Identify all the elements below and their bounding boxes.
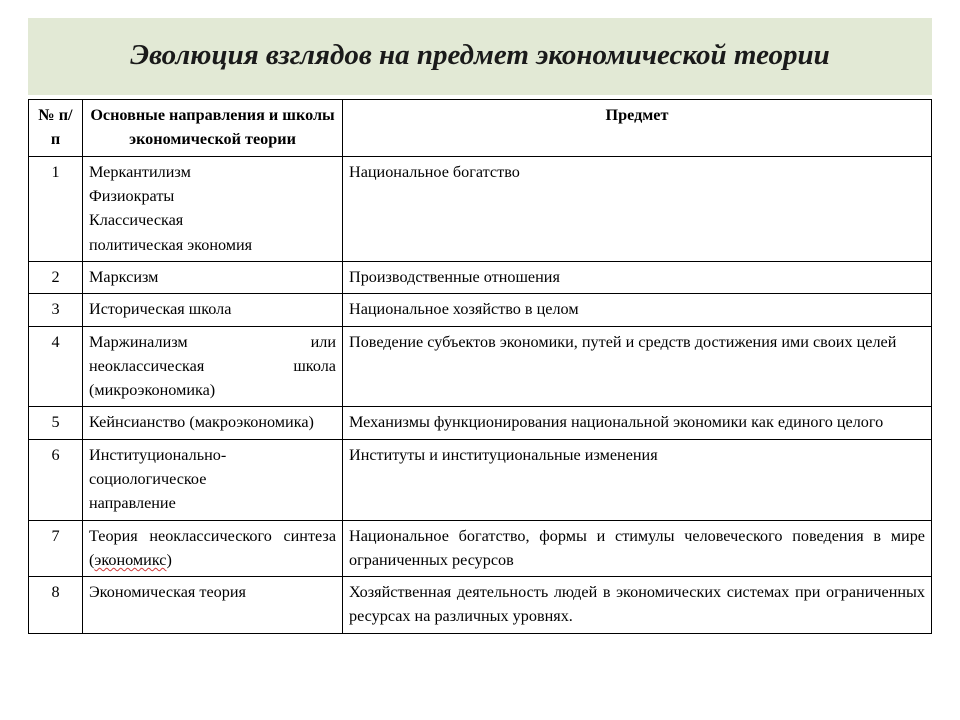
subject-cell: Поведение субъектов экономики, путей и с… bbox=[343, 326, 932, 407]
school-cell: МеркантилизмФизиократыКлассическаяполити… bbox=[83, 156, 343, 261]
title-band: Эволюция взглядов на предмет экономическ… bbox=[28, 18, 932, 95]
table-head: № п/п Основные направления и школы эконо… bbox=[29, 100, 932, 157]
school-cell: Экономическая теория bbox=[83, 577, 343, 634]
table-row: 4Маржинализм или неоклассическая школа (… bbox=[29, 326, 932, 407]
table-row: 2МарксизмПроизводственные отношения bbox=[29, 261, 932, 293]
subject-cell: Национальное богатство bbox=[343, 156, 932, 261]
subject-cell: Национальное хозяйство в целом bbox=[343, 294, 932, 326]
subject-cell: Производственные отношения bbox=[343, 261, 932, 293]
table-row: 6Институционально-социологическоенаправл… bbox=[29, 439, 932, 520]
school-cell: Марксизм bbox=[83, 261, 343, 293]
table-row: 3Историческая школаНациональное хозяйств… bbox=[29, 294, 932, 326]
subject-cell: Институты и институциональные изменения bbox=[343, 439, 932, 520]
table-row: 5Кейнсианство (макроэкономика)Механизмы … bbox=[29, 407, 932, 439]
row-number: 5 bbox=[29, 407, 83, 439]
row-number: 4 bbox=[29, 326, 83, 407]
subject-cell: Механизмы функционирования национальной … bbox=[343, 407, 932, 439]
row-number: 6 bbox=[29, 439, 83, 520]
col-header-num: № п/п bbox=[29, 100, 83, 157]
row-number: 1 bbox=[29, 156, 83, 261]
slide: Эволюция взглядов на предмет экономическ… bbox=[0, 0, 960, 720]
table-row: 8Экономическая теорияХозяйственная деяте… bbox=[29, 577, 932, 634]
row-number: 3 bbox=[29, 294, 83, 326]
table-row: 1МеркантилизмФизиократыКлассическаяполит… bbox=[29, 156, 932, 261]
school-cell: Кейнсианство (макроэкономика) bbox=[83, 407, 343, 439]
row-number: 8 bbox=[29, 577, 83, 634]
school-cell: Маржинализм или неоклассическая школа (м… bbox=[83, 326, 343, 407]
school-cell: Историческая школа bbox=[83, 294, 343, 326]
school-cell: Теория неоклассического синтеза (экономи… bbox=[83, 520, 343, 577]
school-cell: Институционально-социологическоенаправле… bbox=[83, 439, 343, 520]
col-header-subject: Предмет bbox=[343, 100, 932, 157]
subject-cell: Национальное богатство, формы и стимулы … bbox=[343, 520, 932, 577]
table-body: 1МеркантилизмФизиократыКлассическаяполит… bbox=[29, 156, 932, 633]
page-title: Эволюция взглядов на предмет экономическ… bbox=[38, 36, 922, 75]
row-number: 7 bbox=[29, 520, 83, 577]
col-header-school: Основные направления и школы экономическ… bbox=[83, 100, 343, 157]
subject-cell: Хозяйственная деятельность людей в эконо… bbox=[343, 577, 932, 634]
table-row: 7Теория неоклассического синтеза (эконом… bbox=[29, 520, 932, 577]
schools-table: № п/п Основные направления и школы эконо… bbox=[28, 99, 932, 634]
row-number: 2 bbox=[29, 261, 83, 293]
